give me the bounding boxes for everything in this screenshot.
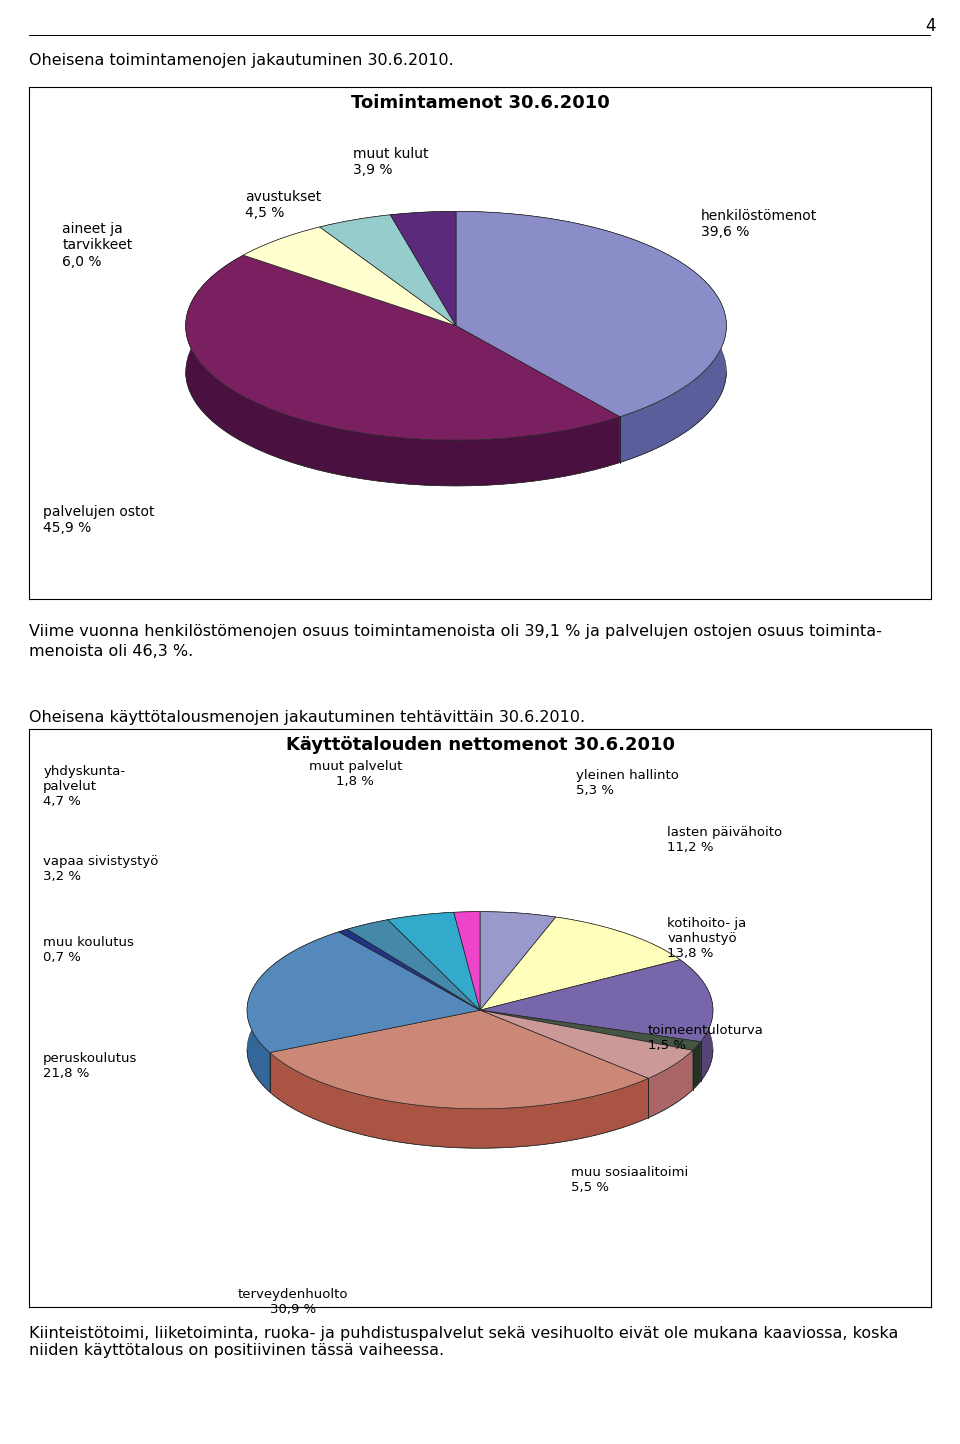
Polygon shape	[388, 913, 480, 1011]
Text: muut kulut
3,9 %: muut kulut 3,9 %	[353, 147, 429, 176]
Polygon shape	[247, 931, 339, 1092]
Text: vapaa sivistystyö
3,2 %: vapaa sivistystyö 3,2 %	[43, 855, 158, 884]
Polygon shape	[339, 930, 348, 972]
Text: avustukset
4,5 %: avustukset 4,5 %	[245, 191, 321, 219]
Text: palvelujen ostot
45,9 %: palvelujen ostot 45,9 %	[43, 505, 155, 534]
Text: yleinen hallinto
5,3 %: yleinen hallinto 5,3 %	[576, 768, 679, 797]
Polygon shape	[456, 211, 727, 462]
Polygon shape	[348, 920, 388, 969]
Text: yhdyskunta-
palvelut
4,7 %: yhdyskunta- palvelut 4,7 %	[43, 765, 126, 809]
Polygon shape	[454, 911, 480, 1011]
Text: aineet ja
tarvikkeet
6,0 %: aineet ja tarvikkeet 6,0 %	[62, 222, 132, 269]
Polygon shape	[648, 1050, 693, 1118]
Polygon shape	[480, 1011, 701, 1050]
Polygon shape	[270, 1053, 648, 1148]
Text: Viime vuonna henkilöstömenojen osuus toimintamenoista oli 39,1 % ja palvelujen o: Viime vuonna henkilöstömenojen osuus toi…	[29, 624, 881, 658]
Polygon shape	[556, 917, 680, 999]
Polygon shape	[480, 911, 556, 956]
Polygon shape	[480, 917, 680, 1011]
Text: lasten päivähoito
11,2 %: lasten päivähoito 11,2 %	[667, 826, 782, 855]
Text: 4: 4	[925, 17, 936, 35]
Text: henkilöstömenot
39,6 %: henkilöstömenot 39,6 %	[701, 209, 817, 238]
Polygon shape	[391, 211, 456, 260]
Text: terveydenhuolto
30,9 %: terveydenhuolto 30,9 %	[237, 1288, 348, 1315]
Text: Toimintamenot 30.6.2010: Toimintamenot 30.6.2010	[350, 94, 610, 111]
Polygon shape	[388, 913, 454, 959]
Polygon shape	[243, 227, 320, 300]
Polygon shape	[480, 1011, 693, 1079]
Polygon shape	[339, 930, 480, 1011]
Polygon shape	[391, 211, 456, 326]
Text: toimeentuloturva
1,5 %: toimeentuloturva 1,5 %	[648, 1024, 764, 1053]
Polygon shape	[693, 1041, 701, 1090]
Polygon shape	[185, 256, 620, 440]
Text: Oheisena käyttötalousmenojen jakautuminen tehtävittäin 30.6.2010.: Oheisena käyttötalousmenojen jakautumine…	[29, 710, 585, 725]
Polygon shape	[185, 256, 620, 487]
Polygon shape	[456, 211, 727, 417]
Polygon shape	[247, 931, 480, 1053]
Text: kotihoito- ja
vanhustyö
13,8 %: kotihoito- ja vanhustyö 13,8 %	[667, 917, 747, 960]
Polygon shape	[454, 911, 480, 952]
Text: Käyttötalouden nettomenot 30.6.2010: Käyttötalouden nettomenot 30.6.2010	[285, 736, 675, 754]
Polygon shape	[680, 960, 713, 1082]
Text: Kiinteistötoimi, liiketoiminta, ruoka- ja puhdistuspalvelut sekä vesihuolto eivä: Kiinteistötoimi, liiketoiminta, ruoka- j…	[29, 1326, 899, 1357]
Polygon shape	[270, 1011, 648, 1109]
Polygon shape	[480, 960, 713, 1041]
Polygon shape	[243, 227, 456, 326]
Polygon shape	[348, 920, 480, 1011]
Text: muu sosiaalitoimi
5,5 %: muu sosiaalitoimi 5,5 %	[571, 1165, 688, 1194]
Text: muut palvelut
1,8 %: muut palvelut 1,8 %	[308, 760, 402, 787]
Text: peruskoulutus
21,8 %: peruskoulutus 21,8 %	[43, 1051, 137, 1080]
Text: muu koulutus
0,7 %: muu koulutus 0,7 %	[43, 936, 134, 965]
Polygon shape	[320, 215, 456, 326]
Text: Oheisena toimintamenojen jakautuminen 30.6.2010.: Oheisena toimintamenojen jakautuminen 30…	[29, 53, 453, 68]
Polygon shape	[320, 215, 391, 273]
Polygon shape	[480, 911, 556, 1011]
